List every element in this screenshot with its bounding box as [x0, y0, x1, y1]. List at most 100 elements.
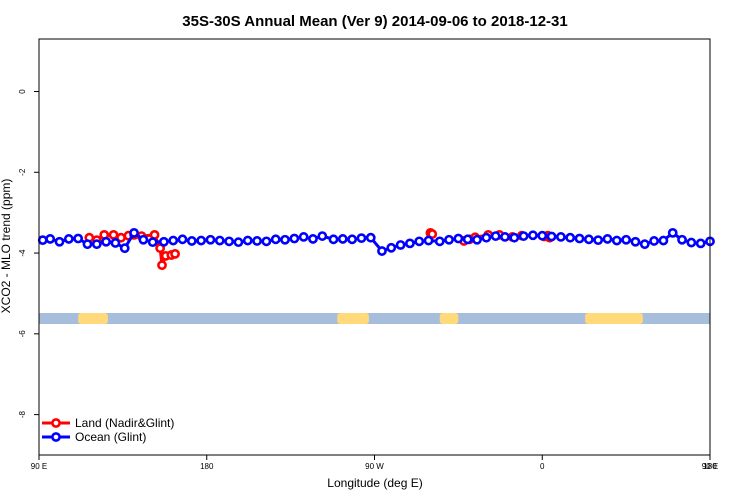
land-segment [439, 313, 459, 324]
data-point [270, 234, 281, 245]
data-point [555, 232, 566, 242]
data-point [377, 246, 387, 256]
x-tick-label: 180 [200, 462, 214, 471]
data-point [528, 230, 538, 241]
data-point [686, 237, 697, 248]
land-segment [337, 313, 369, 324]
data-point [170, 248, 180, 259]
data-point [63, 234, 74, 244]
ocean-band [39, 313, 710, 324]
data-point [611, 235, 622, 246]
data-point [583, 234, 594, 245]
data-point [602, 234, 613, 244]
data-point [119, 243, 130, 254]
data-point [317, 231, 328, 241]
x-tick-label: 0 [540, 462, 545, 471]
data-point [261, 236, 272, 247]
data-point [434, 236, 445, 247]
data-point [658, 235, 669, 246]
data-point [565, 232, 576, 243]
data-point [695, 238, 706, 249]
data-point [509, 232, 520, 243]
x-tick-label: 180 [703, 462, 717, 471]
chart-title: 35S-30S Annual Mean (Ver 9) 2014-09-06 t… [182, 13, 567, 30]
data-point [91, 239, 102, 250]
plot-frame [38, 38, 711, 456]
data-point [677, 234, 687, 245]
y-axis: 0 -2 -4 -6 -8 [18, 89, 39, 418]
data-point [574, 233, 585, 244]
data-point [365, 232, 376, 243]
data-point [186, 236, 197, 246]
legend-item: Ocean (Glint) [42, 430, 146, 444]
data-point [546, 231, 557, 242]
data-point [490, 231, 501, 241]
data-point [73, 233, 84, 244]
data-point [196, 235, 207, 246]
data-point [214, 235, 225, 246]
data-point [158, 236, 169, 247]
legend-marker [51, 418, 61, 428]
data-point [395, 240, 406, 250]
data-point [252, 236, 262, 246]
data-marks [37, 227, 715, 271]
series-ocean [37, 227, 715, 256]
data-point [82, 239, 93, 250]
y-tick-label: -8 [18, 411, 27, 419]
data-point [298, 232, 309, 242]
data-point [177, 234, 188, 245]
x-tick-label: 90 E [702, 462, 718, 471]
data-point [593, 235, 604, 246]
y-axis-label: XCO2 - MLO trend (ppm) [0, 179, 13, 314]
legend: Land (Nadir&Glint)Ocean (Glint) [42, 416, 174, 444]
y-tick-label: -6 [18, 330, 27, 338]
data-point [168, 235, 179, 246]
data-point [110, 238, 121, 248]
data-point [289, 233, 300, 244]
data-point [649, 236, 659, 246]
data-point [45, 234, 56, 244]
legend-marker [51, 432, 61, 442]
y-tick-label: 0 [18, 89, 27, 94]
data-point [481, 232, 492, 243]
data-point [328, 234, 339, 245]
data-point [405, 238, 415, 249]
data-point [500, 232, 510, 242]
data-point [462, 234, 473, 245]
data-point [224, 236, 235, 247]
x-tick-label: 90 E [31, 462, 47, 471]
data-point [138, 234, 149, 245]
data-point [54, 236, 65, 247]
y-tick-label: -2 [18, 168, 27, 176]
data-point [423, 235, 434, 246]
data-point [308, 234, 318, 244]
data-point [157, 260, 167, 271]
legend-label: Land (Nadir&Glint) [75, 416, 174, 430]
data-point [472, 234, 482, 245]
data-point [453, 233, 464, 244]
data-point [518, 231, 529, 241]
data-point [386, 242, 397, 253]
y-tick-label: -4 [18, 249, 27, 257]
legend-item: Land (Nadir&Glint) [42, 416, 174, 430]
data-point [147, 237, 158, 248]
land-segment [78, 313, 108, 324]
data-point [414, 236, 425, 247]
data-point [639, 239, 650, 250]
x-axis-label: Longitude (deg E) [327, 476, 422, 490]
data-point [233, 237, 244, 248]
data-point [667, 227, 678, 238]
data-point [444, 234, 454, 245]
data-point [205, 234, 216, 245]
data-point [537, 230, 548, 241]
data-point [37, 235, 48, 246]
data-point [108, 229, 119, 240]
x-tick-label: 90 W [365, 462, 384, 471]
data-point [280, 234, 290, 245]
legend-label: Ocean (Glint) [75, 430, 146, 444]
data-point [337, 234, 348, 244]
data-point [242, 235, 253, 246]
data-point [356, 233, 367, 244]
